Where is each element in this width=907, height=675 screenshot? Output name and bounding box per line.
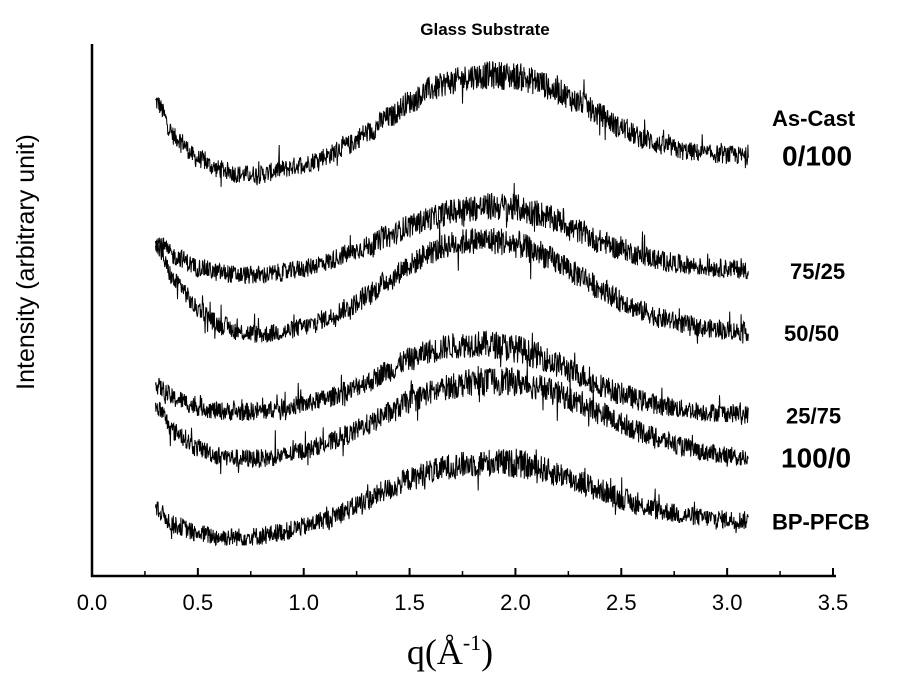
series-line-0: [155, 61, 749, 187]
x-axis-title-sup: -1: [463, 630, 481, 655]
x-axis-title-main: q(Å: [407, 632, 463, 672]
x-tick-label-3: 1.5: [394, 590, 425, 615]
series-line-1: [155, 182, 749, 284]
series-label-5: BP-PFCB: [772, 510, 870, 535]
x-tick-labels: 0.0 0.5 1.0 1.5 2.0 2.5 3.0 3.5: [77, 590, 849, 615]
series-label-4: 100/0: [781, 443, 851, 474]
series-label-0: 0/100: [782, 140, 852, 171]
series-line-3: [155, 330, 749, 425]
annotation-as-cast: As-Cast: [772, 106, 856, 131]
x-tick-label-5: 2.5: [606, 590, 637, 615]
x-tick-label-1: 0.5: [183, 590, 214, 615]
x-tick-label-6: 3.0: [712, 590, 743, 615]
series-line-2: [155, 219, 749, 344]
x-axis-title-close: ): [481, 632, 493, 672]
y-axis-label: Intensity (arbitrary unit): [12, 134, 40, 390]
series-label-3: 25/75: [786, 404, 841, 429]
series-label-1: 75/25: [790, 259, 845, 284]
x-tick-label-7: 3.5: [818, 590, 849, 615]
x-tick-label-4: 2.0: [500, 590, 531, 615]
series-line-5: [155, 448, 749, 547]
x-tick-label-2: 1.0: [288, 590, 319, 615]
x-tick-label-0: 0.0: [77, 590, 108, 615]
chart-title: Glass Substrate: [420, 20, 549, 39]
series-line-4: [155, 365, 749, 475]
x-ticks: [91, 568, 834, 576]
y-axis-title: Intensity (arbitrary unit): [12, 134, 40, 390]
series-label-2: 50/50: [784, 321, 839, 346]
series-lines: [155, 61, 749, 547]
series-labels: 0/100 75/25 50/50 25/75 100/0 BP-PFCB: [772, 140, 870, 534]
x-axis-title: q(Å-1): [407, 630, 493, 672]
